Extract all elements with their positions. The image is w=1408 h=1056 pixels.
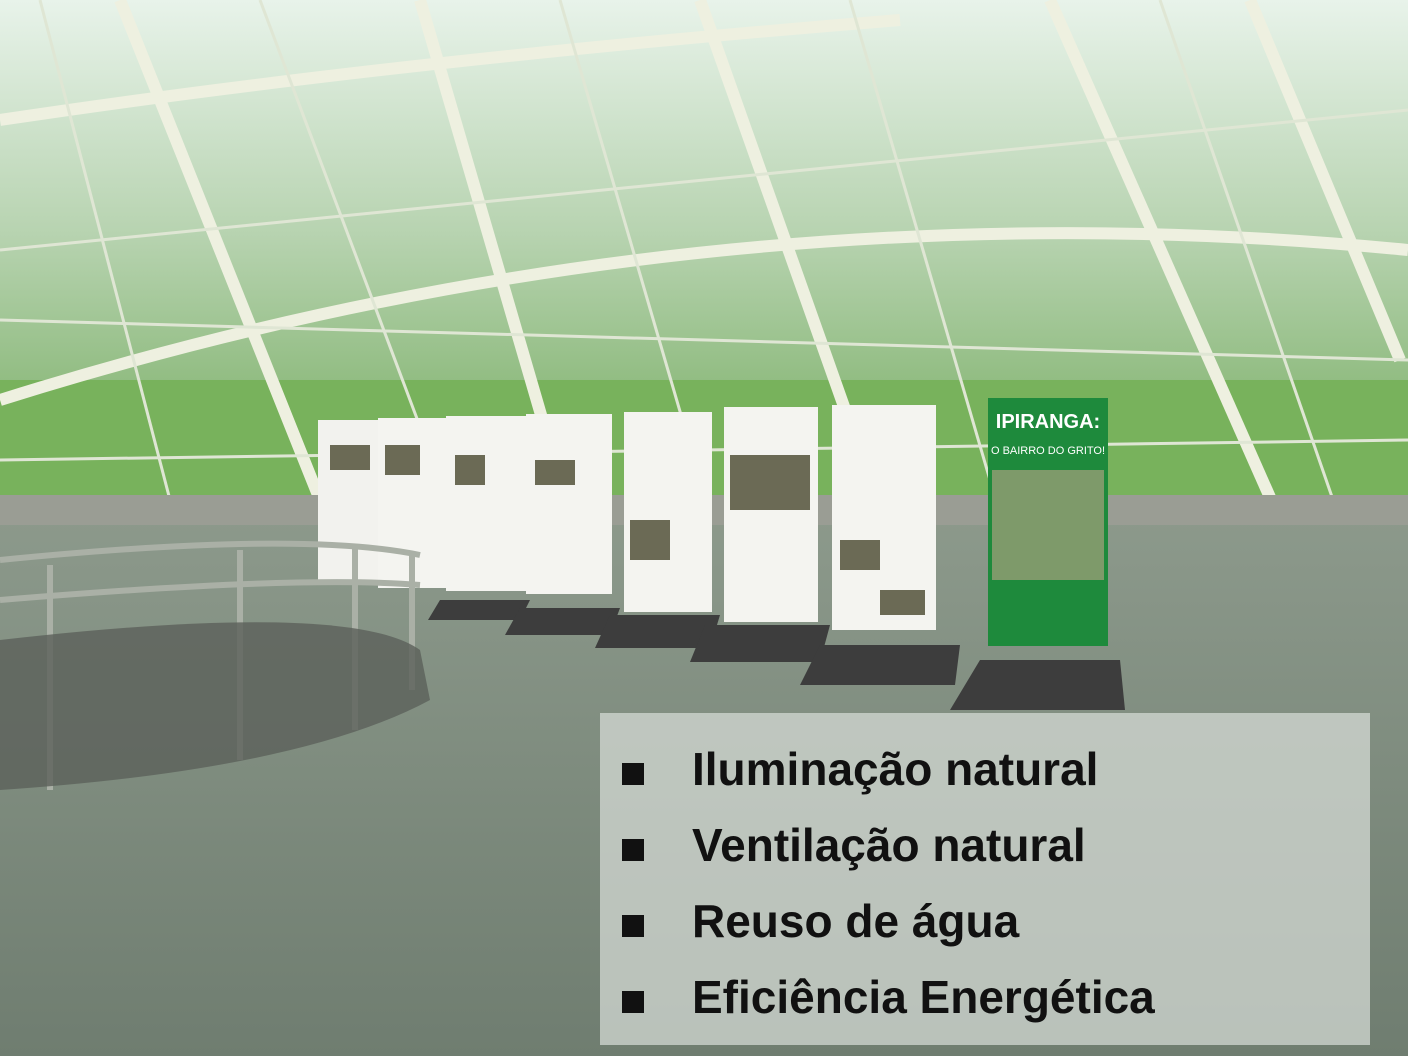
sign-image (992, 470, 1104, 580)
sign-title: IPIRANGA: (996, 411, 1100, 433)
sign-subtitle: O BAIRRO DO GRITO! (991, 445, 1105, 457)
stairwell (0, 622, 430, 790)
glass-frame (0, 0, 1408, 523)
bullet: Reuso de água (622, 883, 1370, 959)
bullet: Eficiência Energética (622, 959, 1370, 1035)
bullet: Ventilação natural (622, 807, 1370, 883)
bullet-list: Iluminação natural Ventilação natural Re… (600, 713, 1370, 1035)
exhibit-panels (318, 405, 1125, 710)
bullet: Iluminação natural (622, 731, 1370, 807)
glass-grid (0, 0, 1408, 521)
bullet-box: Iluminação natural Ventilação natural Re… (600, 713, 1370, 1045)
